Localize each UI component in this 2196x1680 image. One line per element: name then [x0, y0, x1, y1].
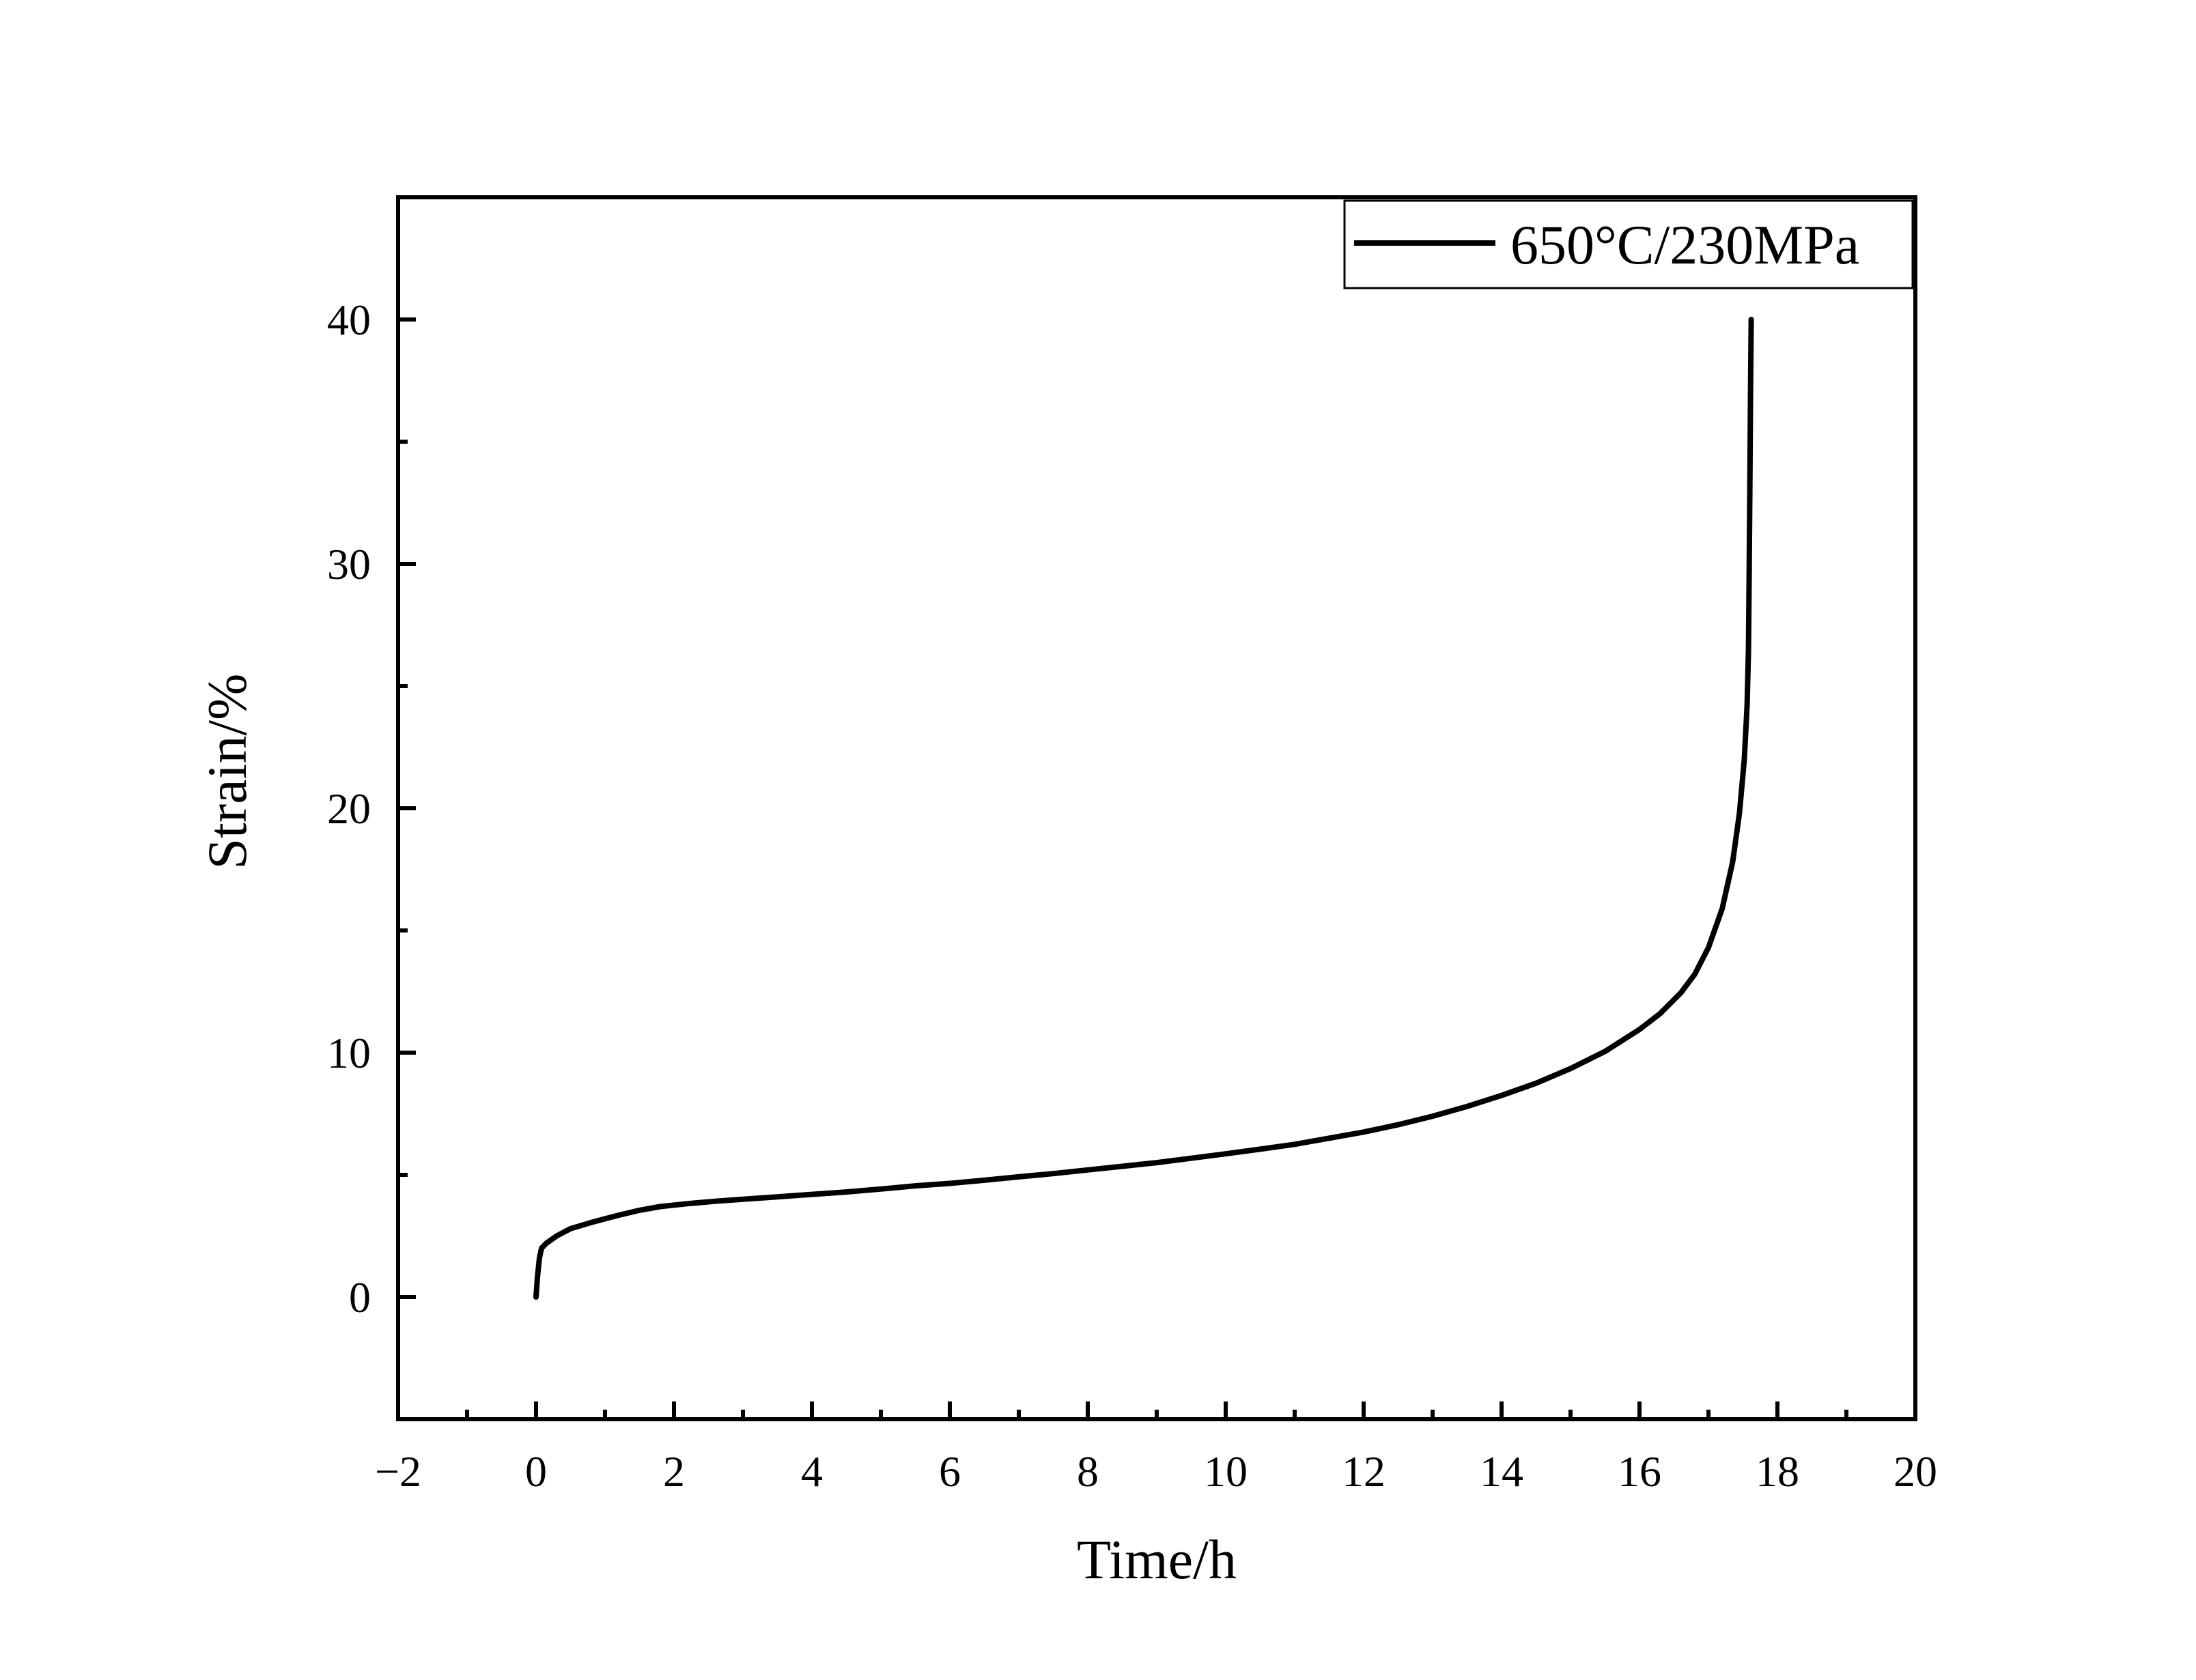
x-tick-label: 16: [1618, 1447, 1661, 1496]
x-tick-label: 8: [1077, 1447, 1099, 1496]
y-tick-label: 0: [349, 1273, 371, 1322]
x-tick-label: 4: [801, 1447, 823, 1496]
y-tick-label: 10: [327, 1029, 371, 1077]
x-tick-label: 0: [525, 1447, 547, 1496]
y-tick-label: 30: [327, 540, 371, 588]
x-tick-label: 20: [1894, 1447, 1937, 1496]
y-axis-ticks: 0 10 20 30 40: [327, 296, 416, 1322]
x-tick-label: 14: [1480, 1447, 1523, 1496]
y-tick-label: 20: [327, 784, 371, 833]
x-axis-ticks: −2 0 2 4 6 8 10 12 14 16 18 20: [375, 1401, 1937, 1496]
x-tick-label: −2: [375, 1447, 421, 1496]
x-tick-label: 10: [1204, 1447, 1248, 1496]
legend-label: 650°C/230MPa: [1510, 214, 1859, 276]
x-tick-label: 18: [1756, 1447, 1799, 1496]
plot-frame: [396, 195, 1917, 1421]
x-tick-label: 12: [1342, 1447, 1385, 1496]
series-layer: [533, 317, 1754, 1300]
series-line: [533, 317, 1754, 1300]
y-axis-title: Strain/%: [196, 674, 258, 870]
y-tick-label: 40: [327, 296, 371, 344]
x-tick-label: 6: [939, 1447, 961, 1496]
x-tick-label: 2: [663, 1447, 685, 1496]
legend: 650°C/230MPa: [1343, 199, 1914, 289]
x-axis-title: Time/h: [1077, 1528, 1237, 1591]
